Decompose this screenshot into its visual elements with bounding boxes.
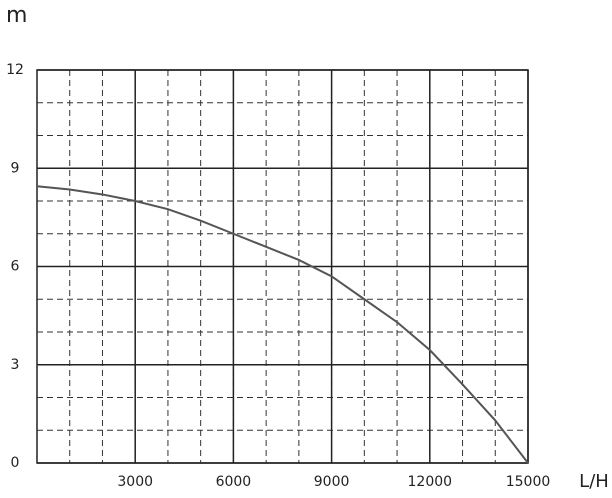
curve xyxy=(36,185,529,464)
plot-frame xyxy=(36,69,529,464)
x-axis-label: L/H xyxy=(579,471,609,492)
y-tick-label: 9 xyxy=(11,160,20,176)
y-tick-label: 6 xyxy=(11,259,20,275)
x-tick-label: 9000 xyxy=(314,474,350,490)
y-tick-label: 12 xyxy=(6,62,24,78)
y-tick-label: 3 xyxy=(11,357,20,373)
x-tick-label: 3000 xyxy=(117,474,153,490)
x-tick-label: 15000 xyxy=(506,474,551,490)
x-tick-label: 12000 xyxy=(408,474,453,490)
x-tick-label: 6000 xyxy=(216,474,252,490)
y-tick-label: 0 xyxy=(11,455,20,471)
y-axis-label: m xyxy=(6,3,27,28)
